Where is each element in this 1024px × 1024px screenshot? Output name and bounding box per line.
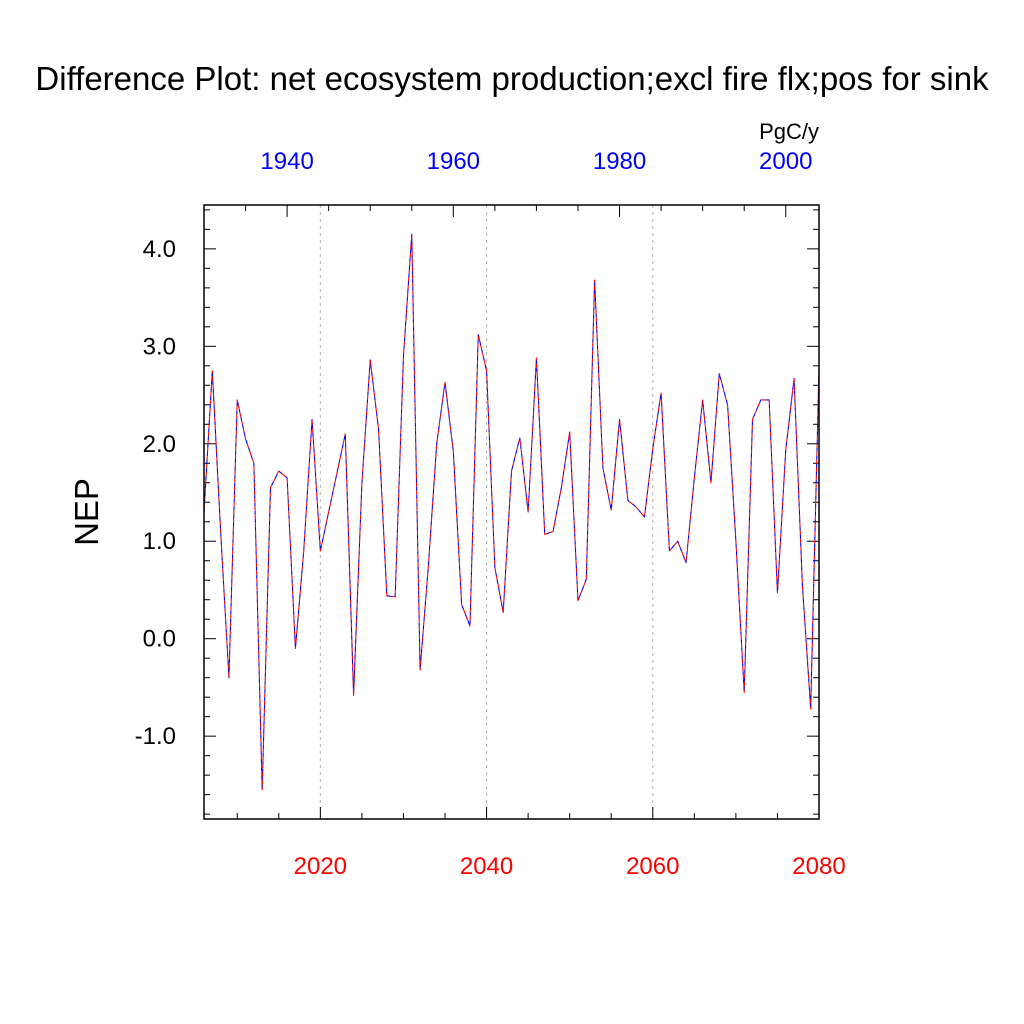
plot-frame xyxy=(203,204,820,820)
y-tick-label: 0.0 xyxy=(143,626,176,653)
x-bottom-tick-label: 2020 xyxy=(294,853,347,880)
grid-lines xyxy=(319,205,654,819)
axis-ticks xyxy=(203,205,820,819)
y-tick-label: 3.0 xyxy=(143,333,176,360)
x-top-tick-label: 1960 xyxy=(427,148,480,175)
x-bottom-tick-label: 2080 xyxy=(792,853,845,880)
y-axis-label: NEP xyxy=(68,478,105,546)
series-line xyxy=(203,233,820,791)
x-bottom-tick-label: 2040 xyxy=(460,853,513,880)
x-bottom-tick-label: 2060 xyxy=(626,853,679,880)
y-tick-label: 4.0 xyxy=(143,236,176,263)
units-label: PgC/y xyxy=(759,119,819,144)
y-tick-label: -1.0 xyxy=(135,723,176,750)
data-series xyxy=(203,233,820,791)
x-top-tick-label: 1940 xyxy=(260,148,313,175)
x-top-tick-label: 2000 xyxy=(759,148,812,175)
axis-tick-labels: 2020 2040 2060 2080 1940 1960 1980 2000 -1.0 0.0 1… xyxy=(135,148,846,880)
y-tick-label: 1.0 xyxy=(143,528,176,555)
x-top-tick-label: 1980 xyxy=(593,148,646,175)
y-tick-label: 2.0 xyxy=(143,431,176,458)
chart-title: Difference Plot: net ecosystem productio… xyxy=(35,60,989,97)
series-line xyxy=(203,233,820,791)
